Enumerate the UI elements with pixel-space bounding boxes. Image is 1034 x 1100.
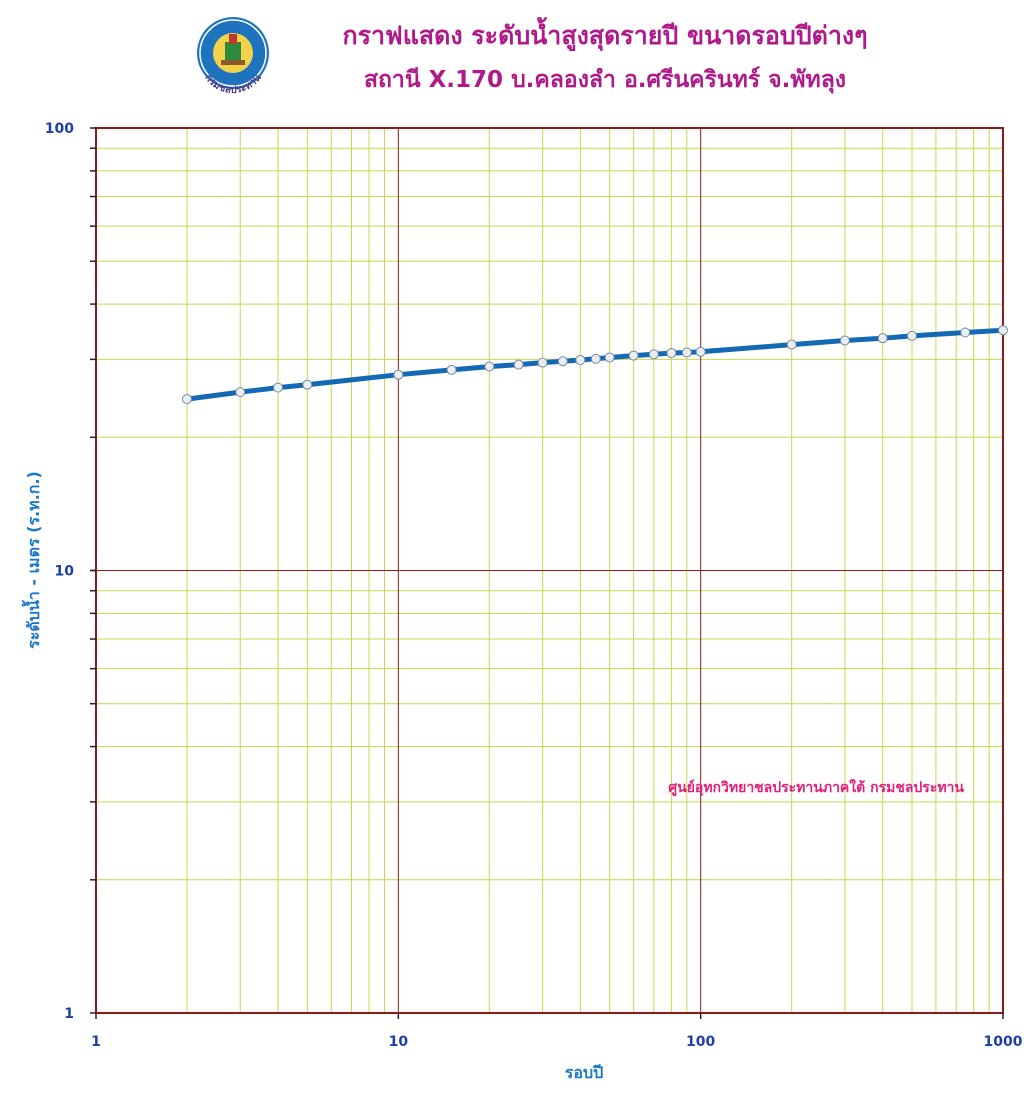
data-point [839, 335, 850, 346]
data-point [906, 330, 917, 341]
x-tick-label: 100 [686, 1034, 715, 1050]
series-line [184, 327, 1006, 402]
data-point [681, 347, 692, 358]
data-point [393, 369, 404, 380]
data-point [182, 394, 193, 405]
y-axis-ticks [90, 127, 1004, 1019]
y-tick-label: 1 [64, 1006, 74, 1022]
data-point [575, 355, 586, 366]
y-axis-title: ระดับน้ำ - เมตร (ร.ท.ก.) [21, 471, 43, 649]
tick-labels: 1 10 100 1000 1 10 100 [45, 121, 1023, 1050]
data-point [786, 339, 797, 350]
minor-gridlines [96, 128, 1003, 1013]
chart-title: กราฟแสดง ระดับน้ำสูงสุดรายปี ขนาดรอบปีต่… [342, 21, 868, 50]
y-tick-label: 10 [55, 564, 75, 580]
data-point [628, 350, 639, 361]
x-tick-label: 10 [389, 1034, 409, 1050]
data-point [446, 364, 457, 375]
department-logo: กรมชลประทาน [186, 8, 280, 102]
credit-text: ศูนย์อุทกวิทยาชลประทานภาคใต้ กรมชลประทาน [668, 778, 964, 796]
data-point [998, 325, 1008, 336]
series-markers [182, 325, 1008, 405]
data-point [648, 349, 659, 360]
x-axis-title: รอบปี [565, 1063, 604, 1082]
x-tick-label: 1000 [984, 1034, 1023, 1050]
data-point [960, 327, 971, 338]
data-point [235, 387, 246, 398]
data-point [273, 382, 284, 393]
data-point [590, 353, 601, 364]
data-point [877, 333, 888, 344]
data-point [484, 361, 495, 372]
data-point [302, 379, 313, 390]
data-point [557, 356, 568, 367]
y-tick-label: 100 [45, 121, 74, 137]
data-point [513, 359, 524, 370]
data-point [666, 348, 677, 359]
data-point [695, 346, 706, 357]
data-point [604, 352, 615, 363]
chart-subtitle: สถานี X.170 บ.คลองลำ อ.ศรีนครินทร์ จ.พัท… [363, 67, 847, 93]
data-point [537, 357, 548, 368]
x-tick-label: 1 [91, 1034, 101, 1050]
